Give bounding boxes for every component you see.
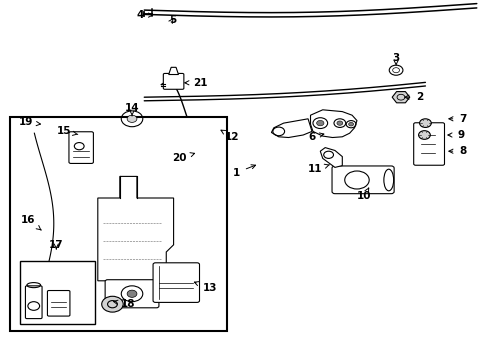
Text: 1: 1 [232,165,255,178]
FancyBboxPatch shape [331,166,393,194]
FancyBboxPatch shape [413,123,444,165]
Polygon shape [320,148,342,167]
Text: 13: 13 [194,282,217,293]
Text: 18: 18 [113,299,136,309]
Bar [20,261,95,324]
Text: 12: 12 [221,130,239,142]
Text: 10: 10 [356,188,371,201]
Polygon shape [271,119,311,138]
Text: 19: 19 [19,117,41,127]
Polygon shape [310,110,356,138]
Circle shape [348,122,353,126]
Text: 15: 15 [56,126,78,136]
FancyBboxPatch shape [69,132,93,163]
Circle shape [316,121,323,126]
Text: 5: 5 [168,15,176,25]
FancyBboxPatch shape [105,280,159,308]
Text: 17: 17 [49,240,63,250]
Text: 11: 11 [307,164,329,174]
Text: 6: 6 [307,132,323,142]
Text: 9: 9 [447,130,464,140]
Circle shape [336,121,342,125]
Circle shape [127,290,137,297]
Text: 21: 21 [184,78,207,88]
Circle shape [419,119,430,127]
Polygon shape [168,67,178,75]
FancyBboxPatch shape [153,263,199,302]
Text: 3: 3 [392,53,399,66]
FancyBboxPatch shape [47,291,70,316]
Text: 2: 2 [404,92,422,102]
FancyBboxPatch shape [25,286,42,319]
Circle shape [127,115,137,122]
Text: 4: 4 [137,10,152,20]
Circle shape [418,131,429,139]
Circle shape [102,296,123,312]
Polygon shape [98,176,173,281]
Text: 8: 8 [448,146,466,156]
Text: 20: 20 [172,153,194,163]
Text: 14: 14 [124,103,139,116]
Text: 7: 7 [448,114,466,124]
FancyBboxPatch shape [163,73,183,89]
Text: 16: 16 [20,215,41,230]
Bar [10,117,227,331]
